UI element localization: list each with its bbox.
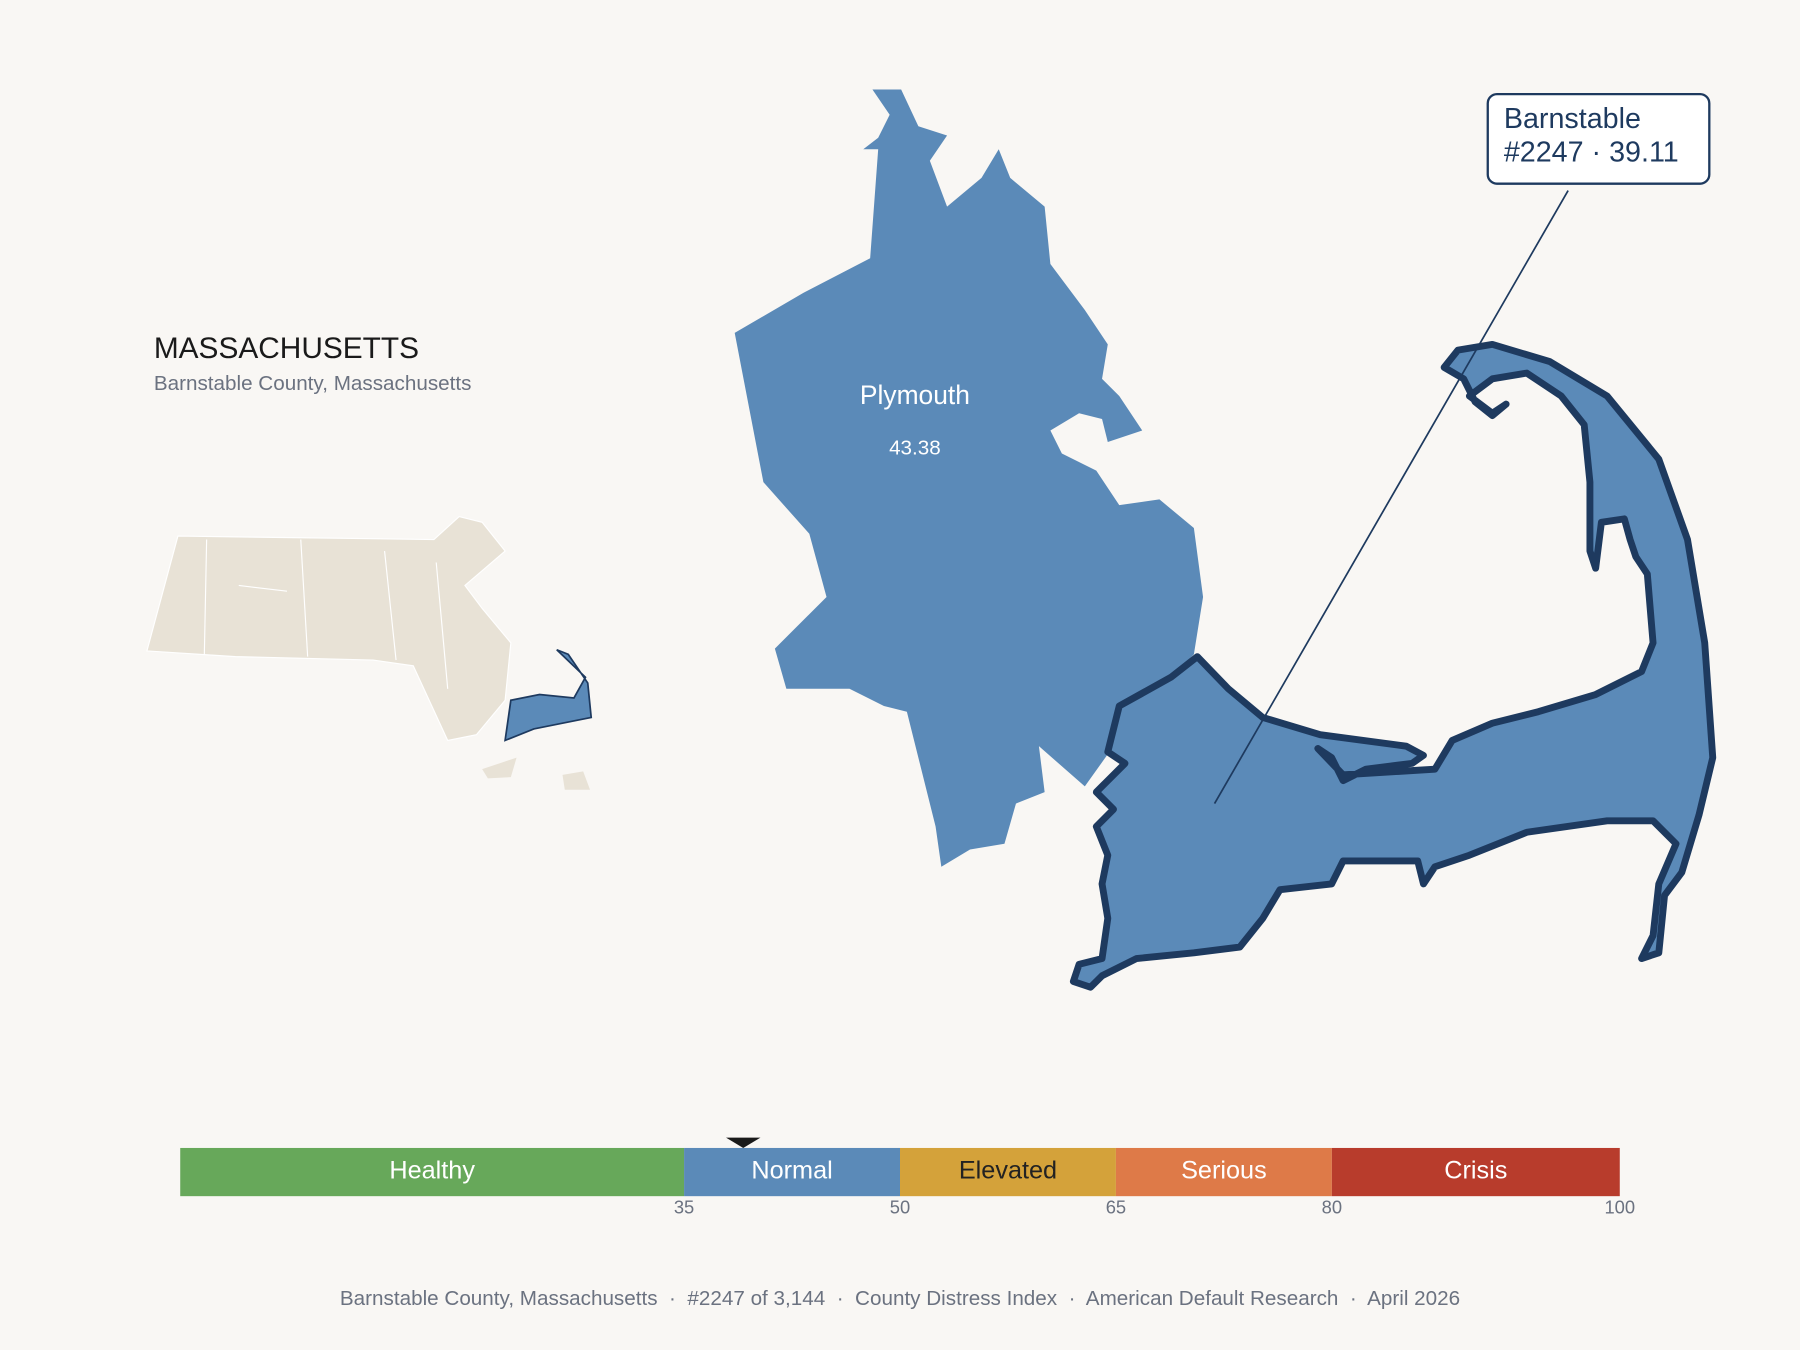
scale-marker [726, 1137, 761, 1148]
scale-tick-label: 80 [1322, 1197, 1342, 1218]
band-label: Crisis [1444, 1157, 1507, 1185]
callout-leader [1213, 190, 1569, 805]
scale-band [180, 1147, 685, 1197]
scale-tick-label: 65 [1106, 1197, 1126, 1218]
scale-tick-label: 50 [890, 1197, 910, 1218]
plymouth-county[interactable] [734, 89, 1204, 867]
callout-box [1486, 92, 1711, 185]
band-label: Healthy [389, 1157, 475, 1185]
scale-band [1115, 1147, 1332, 1197]
band-label: Elevated [959, 1157, 1057, 1185]
title: MASSACHUSETTS [154, 332, 419, 365]
scale-band [684, 1147, 900, 1197]
scale-tick-label: 100 [1604, 1197, 1635, 1218]
county-score: 43.38 [889, 436, 941, 459]
scale-band [1331, 1147, 1620, 1197]
scale-bar: Healthy Normal Elevated Serious Crisis 35 50 65… [180, 1137, 1635, 1218]
footer: Barnstable County, Massachusetts · #2247… [340, 1287, 1460, 1310]
band-label: Normal [751, 1157, 832, 1185]
callout-detail: #2247 · 39.11 [1504, 136, 1679, 168]
scale-band [900, 1147, 1116, 1197]
band-label: Serious [1181, 1157, 1267, 1185]
subtitle: Barnstable County, Massachusetts [154, 372, 472, 395]
county-name: Plymouth [860, 380, 970, 410]
scale-tick-label: 35 [674, 1197, 694, 1218]
callout-name: Barnstable [1504, 103, 1641, 135]
barnstable-county[interactable] [1069, 340, 1717, 991]
state-inset [146, 515, 593, 790]
